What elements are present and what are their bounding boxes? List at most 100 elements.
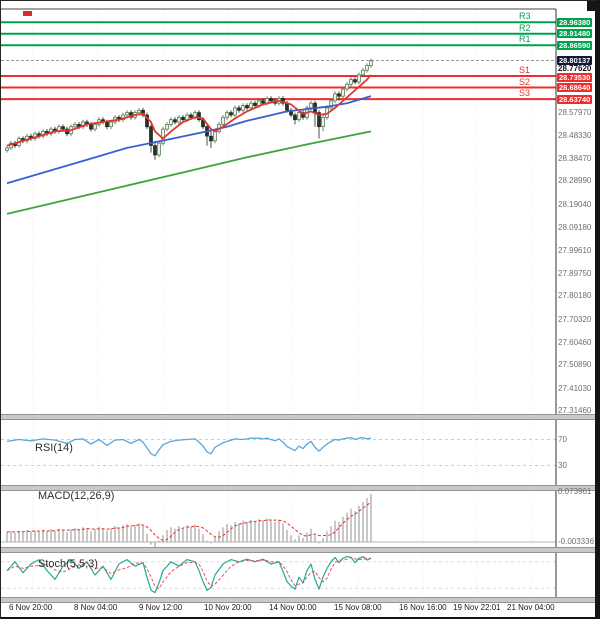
candle-body (341, 88, 345, 97)
stoch-indicator-label: Stoch(5,5,3) (38, 558, 98, 570)
candle-body (165, 124, 169, 130)
price-axis[interactable]: 28.77620 28.57970 28.48330 28.38470 28.28990… (557, 1, 595, 617)
candle-body (345, 83, 349, 90)
candle-body (337, 93, 341, 97)
candle-body (185, 114, 189, 121)
candle-body (349, 79, 353, 85)
rsi-indicator-label: RSI(14) (35, 442, 73, 454)
candle-body (261, 100, 265, 104)
ma-fast-line (6, 74, 372, 147)
price-tick-label: 27.89750 (558, 268, 592, 278)
macd-indicator-label: MACD(12,26,9) (38, 490, 115, 502)
price-tick-label: 28.38470 (558, 154, 592, 164)
price-tick-label: 27.50890 (558, 360, 592, 370)
candle-body (245, 105, 249, 109)
macd-signal-line (6, 501, 372, 541)
price-tick-label: 27.99610 (558, 245, 592, 255)
candle-body (293, 114, 297, 121)
candle-body (225, 112, 229, 118)
candle-body (361, 69, 365, 76)
candle-body (89, 124, 93, 130)
price-tick-label: 27.41030 (558, 383, 592, 393)
price-tick-label: 28.48330 (558, 130, 592, 140)
pivot-level-label: R3 (519, 11, 531, 22)
candle-body (357, 74, 361, 83)
ma-mid-line (6, 95, 372, 185)
panel-divider[interactable] (1, 597, 595, 603)
panel-divider[interactable] (1, 547, 595, 553)
candle-body (145, 114, 149, 128)
price-tick-label: 27.31460 (558, 406, 592, 416)
candle-body (369, 60, 373, 66)
price-tick-label: 28.28990 (558, 176, 592, 186)
stoch-k-line (6, 555, 372, 594)
candle-body (173, 119, 177, 123)
candle-body (333, 93, 337, 102)
scrollbar-thumb[interactable] (587, 1, 595, 11)
candle-body (221, 116, 225, 125)
candle-body (109, 121, 113, 128)
time-tick-label: 9 Nov 12:00 (139, 603, 183, 612)
candle-body (365, 65, 369, 71)
time-axis[interactable]: 6 Nov 20:00 8 Nov 04:00 9 Nov 12:00 10 Nov … (1, 602, 557, 616)
candle-body (253, 102, 257, 106)
rsi-level-label: 30 (558, 461, 567, 470)
pivot-level-label: S3 (519, 88, 531, 99)
candle-body (241, 105, 245, 111)
time-tick-label: 10 Nov 20:00 (204, 603, 252, 612)
rsi-level-label: 70 (558, 435, 567, 444)
candle-body (105, 121, 109, 128)
candle-body (297, 112, 301, 121)
candle-body (93, 124, 97, 130)
resistance-price-badge: 28.86590 (557, 40, 593, 50)
pivot-level-label: S1 (519, 65, 531, 75)
pivot-level-label: R2 (519, 22, 531, 33)
resistance-price-badge: 28.96380 (557, 17, 593, 27)
candle-body (309, 102, 313, 109)
candlestick-series (5, 58, 373, 160)
time-tick-label: 21 Nov 04:00 (507, 603, 555, 612)
panel-divider[interactable] (1, 414, 595, 420)
candle-body (189, 114, 193, 118)
chart-marker-icon (23, 11, 32, 16)
candle-body (137, 109, 141, 114)
panel-divider[interactable] (1, 485, 595, 491)
time-tick-label: 16 Nov 16:00 (399, 603, 447, 612)
candle-body (301, 112, 305, 118)
candle-body (353, 79, 357, 83)
support-price-badge: 28.73530 (557, 73, 593, 82)
support-price-badge: 28.68640 (557, 83, 593, 93)
candle-body (73, 124, 77, 128)
macd-max-label: 0.073961 (558, 487, 592, 496)
pivot-level-label: S2 (519, 76, 531, 87)
candle-body (213, 131, 217, 142)
time-tick-label: 6 Nov 20:00 (9, 603, 53, 612)
candle-body (61, 126, 65, 130)
price-tick-label: 27.80180 (558, 291, 592, 301)
candle-body (153, 145, 157, 156)
candle-body (157, 142, 161, 156)
time-tick-label: 19 Nov 22:01 (453, 603, 501, 612)
time-tick-label: 8 Nov 04:00 (74, 603, 118, 612)
candle-body (149, 126, 153, 146)
time-tick-label: 15 Nov 08:00 (334, 603, 382, 612)
candle-body (209, 135, 213, 142)
price-tick-label: 27.70320 (558, 314, 592, 324)
support-price-badge: 28.63740 (557, 94, 593, 104)
candle-body (269, 98, 273, 102)
candle-body (229, 112, 233, 116)
candle-body (321, 116, 325, 128)
candle-body (169, 119, 173, 125)
candle-body (233, 107, 237, 116)
price-tick-label: 28.57970 (558, 108, 592, 118)
candle-body (317, 112, 321, 128)
price-tick-label: 28.77620 (558, 64, 592, 74)
current-price-badge: 28.80137 (557, 56, 593, 65)
pivot-level-label: R1 (519, 34, 531, 45)
candle-body (177, 116, 181, 123)
ma-slow-line (6, 130, 372, 215)
macd-min-label: -0.003336 (558, 537, 595, 546)
price-tick-label: 28.19040 (558, 199, 592, 209)
